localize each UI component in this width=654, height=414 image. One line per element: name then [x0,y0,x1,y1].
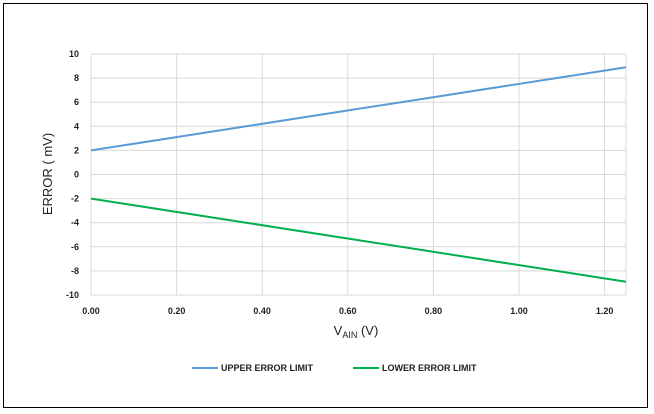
x-tick-label: 1.20 [596,306,614,316]
x-tick-label: 0.00 [82,306,100,316]
y-tick-label: -4 [71,218,79,228]
y-tick-labels: 10 8 6 4 2 0 -2 -4 -6 -8 -10 [66,49,79,300]
x-tick-label: 0.60 [339,306,357,316]
y-tick-label: 8 [74,73,79,83]
upper-error-limit-line [90,66,627,152]
y-tick-label: -8 [71,266,79,276]
x-axis-title-sub: AIN [342,330,357,340]
x-axis-title: VAIN (V) [334,323,379,340]
lower-error-limit-line [90,197,627,283]
legend: UPPER ERROR LIMIT LOWER ERROR LIMIT [192,363,477,373]
y-tick-label: 4 [74,121,79,131]
x-tick-labels: 0.00 0.20 0.40 0.60 0.80 1.00 1.20 [82,306,613,316]
grid [90,53,627,296]
y-tick-label: -10 [66,290,79,300]
y-tick-label: 10 [69,49,79,59]
chart-frame [3,3,648,408]
legend-label-lower: LOWER ERROR LIMIT [382,363,477,373]
x-axis-title-main: V [334,323,343,338]
x-tick-label: 1.00 [510,306,528,316]
y-tick-label: -6 [71,242,79,252]
x-tick-label: 0.80 [425,306,443,316]
y-tick-label: 2 [74,145,79,155]
y-tick-label: 6 [74,97,79,107]
y-tick-label: -2 [71,194,79,204]
series-lines [90,66,627,283]
legend-label-upper: UPPER ERROR LIMIT [221,363,314,373]
x-tick-label: 0.40 [253,306,271,316]
y-axis-title: ERROR ( mV) [40,133,55,215]
y-tick-label: 0 [74,170,79,180]
x-tick-label: 0.20 [168,306,186,316]
x-axis-title-unit: (V) [357,323,378,338]
